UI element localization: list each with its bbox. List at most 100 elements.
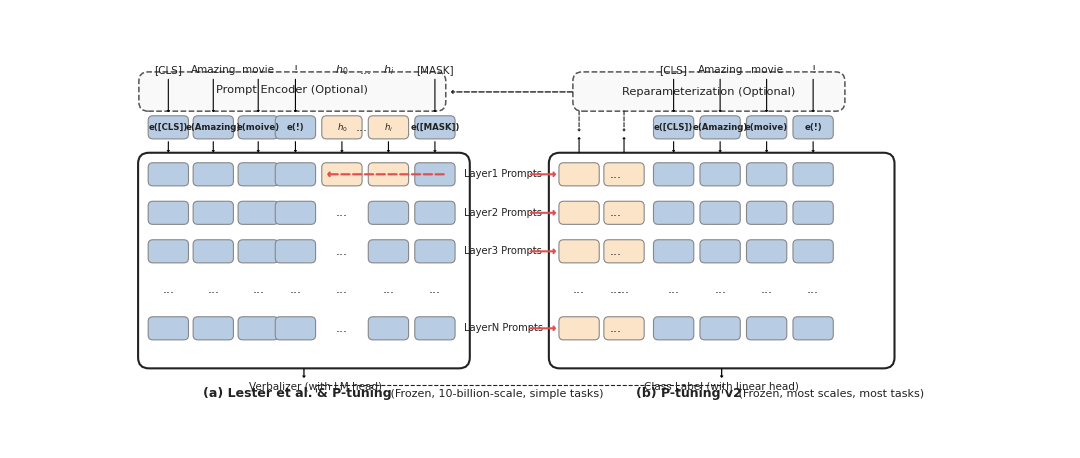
FancyBboxPatch shape	[572, 72, 845, 111]
Text: ...: ...	[667, 284, 679, 296]
Text: ...: ...	[253, 284, 265, 296]
FancyBboxPatch shape	[193, 163, 233, 186]
FancyBboxPatch shape	[604, 163, 644, 186]
FancyBboxPatch shape	[238, 201, 279, 224]
FancyBboxPatch shape	[793, 240, 834, 263]
FancyBboxPatch shape	[275, 240, 315, 263]
Text: movie: movie	[751, 65, 783, 76]
Text: movie: movie	[242, 65, 274, 76]
Text: e(Amazing): e(Amazing)	[692, 123, 747, 132]
Text: ...: ...	[609, 322, 621, 335]
FancyBboxPatch shape	[415, 163, 455, 186]
FancyBboxPatch shape	[275, 116, 315, 139]
Text: Layer1 Prompts: Layer1 Prompts	[464, 169, 542, 180]
Text: ...: ...	[162, 284, 174, 296]
FancyBboxPatch shape	[148, 240, 189, 263]
Text: Class Label (with linear head): Class Label (with linear head)	[645, 382, 799, 392]
FancyBboxPatch shape	[559, 201, 599, 224]
FancyBboxPatch shape	[559, 163, 599, 186]
Text: Layer3 Prompts: Layer3 Prompts	[464, 246, 542, 256]
Text: (Frozen, 10-billion-scale, simple tasks): (Frozen, 10-billion-scale, simple tasks)	[387, 389, 604, 399]
Text: (a) Lester et al. & P-tuning: (a) Lester et al. & P-tuning	[203, 387, 392, 400]
Text: e(!): e(!)	[286, 123, 305, 132]
Text: e([MASK]): e([MASK])	[410, 123, 460, 132]
Text: Verbalizer (with LM head): Verbalizer (with LM head)	[249, 382, 382, 392]
FancyBboxPatch shape	[368, 163, 408, 186]
FancyBboxPatch shape	[604, 240, 644, 263]
FancyBboxPatch shape	[793, 201, 834, 224]
FancyBboxPatch shape	[322, 116, 362, 139]
FancyBboxPatch shape	[746, 116, 786, 139]
Text: ...: ...	[289, 284, 301, 296]
Text: (b) P-tuning v2: (b) P-tuning v2	[636, 387, 742, 400]
FancyBboxPatch shape	[700, 317, 740, 340]
FancyBboxPatch shape	[793, 317, 834, 340]
Text: ...: ...	[618, 284, 630, 296]
FancyBboxPatch shape	[653, 317, 693, 340]
Text: [CLS]: [CLS]	[660, 65, 688, 76]
FancyBboxPatch shape	[148, 201, 189, 224]
Text: ...: ...	[336, 206, 348, 219]
Text: ...: ...	[609, 245, 621, 258]
FancyBboxPatch shape	[238, 240, 279, 263]
Text: ...: ...	[609, 206, 621, 219]
FancyBboxPatch shape	[368, 116, 408, 139]
FancyBboxPatch shape	[322, 163, 362, 186]
Text: e(!): e(!)	[805, 123, 822, 132]
FancyBboxPatch shape	[653, 240, 693, 263]
FancyBboxPatch shape	[415, 240, 455, 263]
Text: e(moive): e(moive)	[745, 123, 788, 132]
FancyBboxPatch shape	[549, 153, 894, 368]
FancyBboxPatch shape	[193, 240, 233, 263]
FancyBboxPatch shape	[148, 116, 189, 139]
Text: Prompt Encoder (Optional): Prompt Encoder (Optional)	[216, 85, 368, 95]
FancyBboxPatch shape	[415, 317, 455, 340]
FancyBboxPatch shape	[604, 317, 644, 340]
Text: ...: ...	[714, 284, 726, 296]
FancyBboxPatch shape	[793, 163, 834, 186]
FancyBboxPatch shape	[415, 116, 455, 139]
Text: $h_i$: $h_i$	[383, 121, 393, 134]
FancyBboxPatch shape	[148, 317, 189, 340]
FancyBboxPatch shape	[138, 153, 470, 368]
Text: e(moive): e(moive)	[237, 123, 280, 132]
FancyBboxPatch shape	[275, 163, 315, 186]
FancyBboxPatch shape	[746, 240, 786, 263]
Text: Reparameterization (Optional): Reparameterization (Optional)	[622, 87, 796, 97]
Text: ...: ...	[807, 284, 819, 296]
FancyBboxPatch shape	[275, 201, 315, 224]
FancyBboxPatch shape	[653, 163, 693, 186]
Text: ...: ...	[355, 121, 367, 134]
Text: [MASK]: [MASK]	[416, 65, 454, 76]
FancyBboxPatch shape	[746, 201, 786, 224]
FancyBboxPatch shape	[746, 163, 786, 186]
Text: ...: ...	[609, 168, 621, 181]
Text: e([CLS]): e([CLS])	[654, 123, 693, 132]
Text: (Frozen, most scales, most tasks): (Frozen, most scales, most tasks)	[734, 389, 924, 399]
FancyBboxPatch shape	[238, 116, 279, 139]
Text: LayerN Prompts: LayerN Prompts	[464, 323, 543, 333]
Text: ...: ...	[336, 245, 348, 258]
FancyBboxPatch shape	[700, 116, 740, 139]
Text: ...: ...	[360, 64, 372, 77]
Text: ...: ...	[336, 322, 348, 335]
FancyBboxPatch shape	[238, 317, 279, 340]
FancyBboxPatch shape	[700, 201, 740, 224]
FancyBboxPatch shape	[559, 317, 599, 340]
Text: Amazing: Amazing	[190, 65, 235, 76]
FancyBboxPatch shape	[554, 158, 651, 364]
FancyBboxPatch shape	[148, 163, 189, 186]
Text: ...: ...	[207, 284, 219, 296]
Text: $h_i$: $h_i$	[382, 64, 394, 77]
Text: ...: ...	[760, 284, 772, 296]
FancyBboxPatch shape	[700, 163, 740, 186]
Text: [CLS]: [CLS]	[154, 65, 183, 76]
FancyBboxPatch shape	[193, 116, 233, 139]
FancyBboxPatch shape	[368, 240, 408, 263]
FancyBboxPatch shape	[193, 201, 233, 224]
Text: $h_0$: $h_0$	[335, 64, 349, 77]
FancyBboxPatch shape	[653, 201, 693, 224]
FancyBboxPatch shape	[193, 317, 233, 340]
Text: e([CLS]): e([CLS])	[149, 123, 188, 132]
Text: ...: ...	[573, 284, 585, 296]
